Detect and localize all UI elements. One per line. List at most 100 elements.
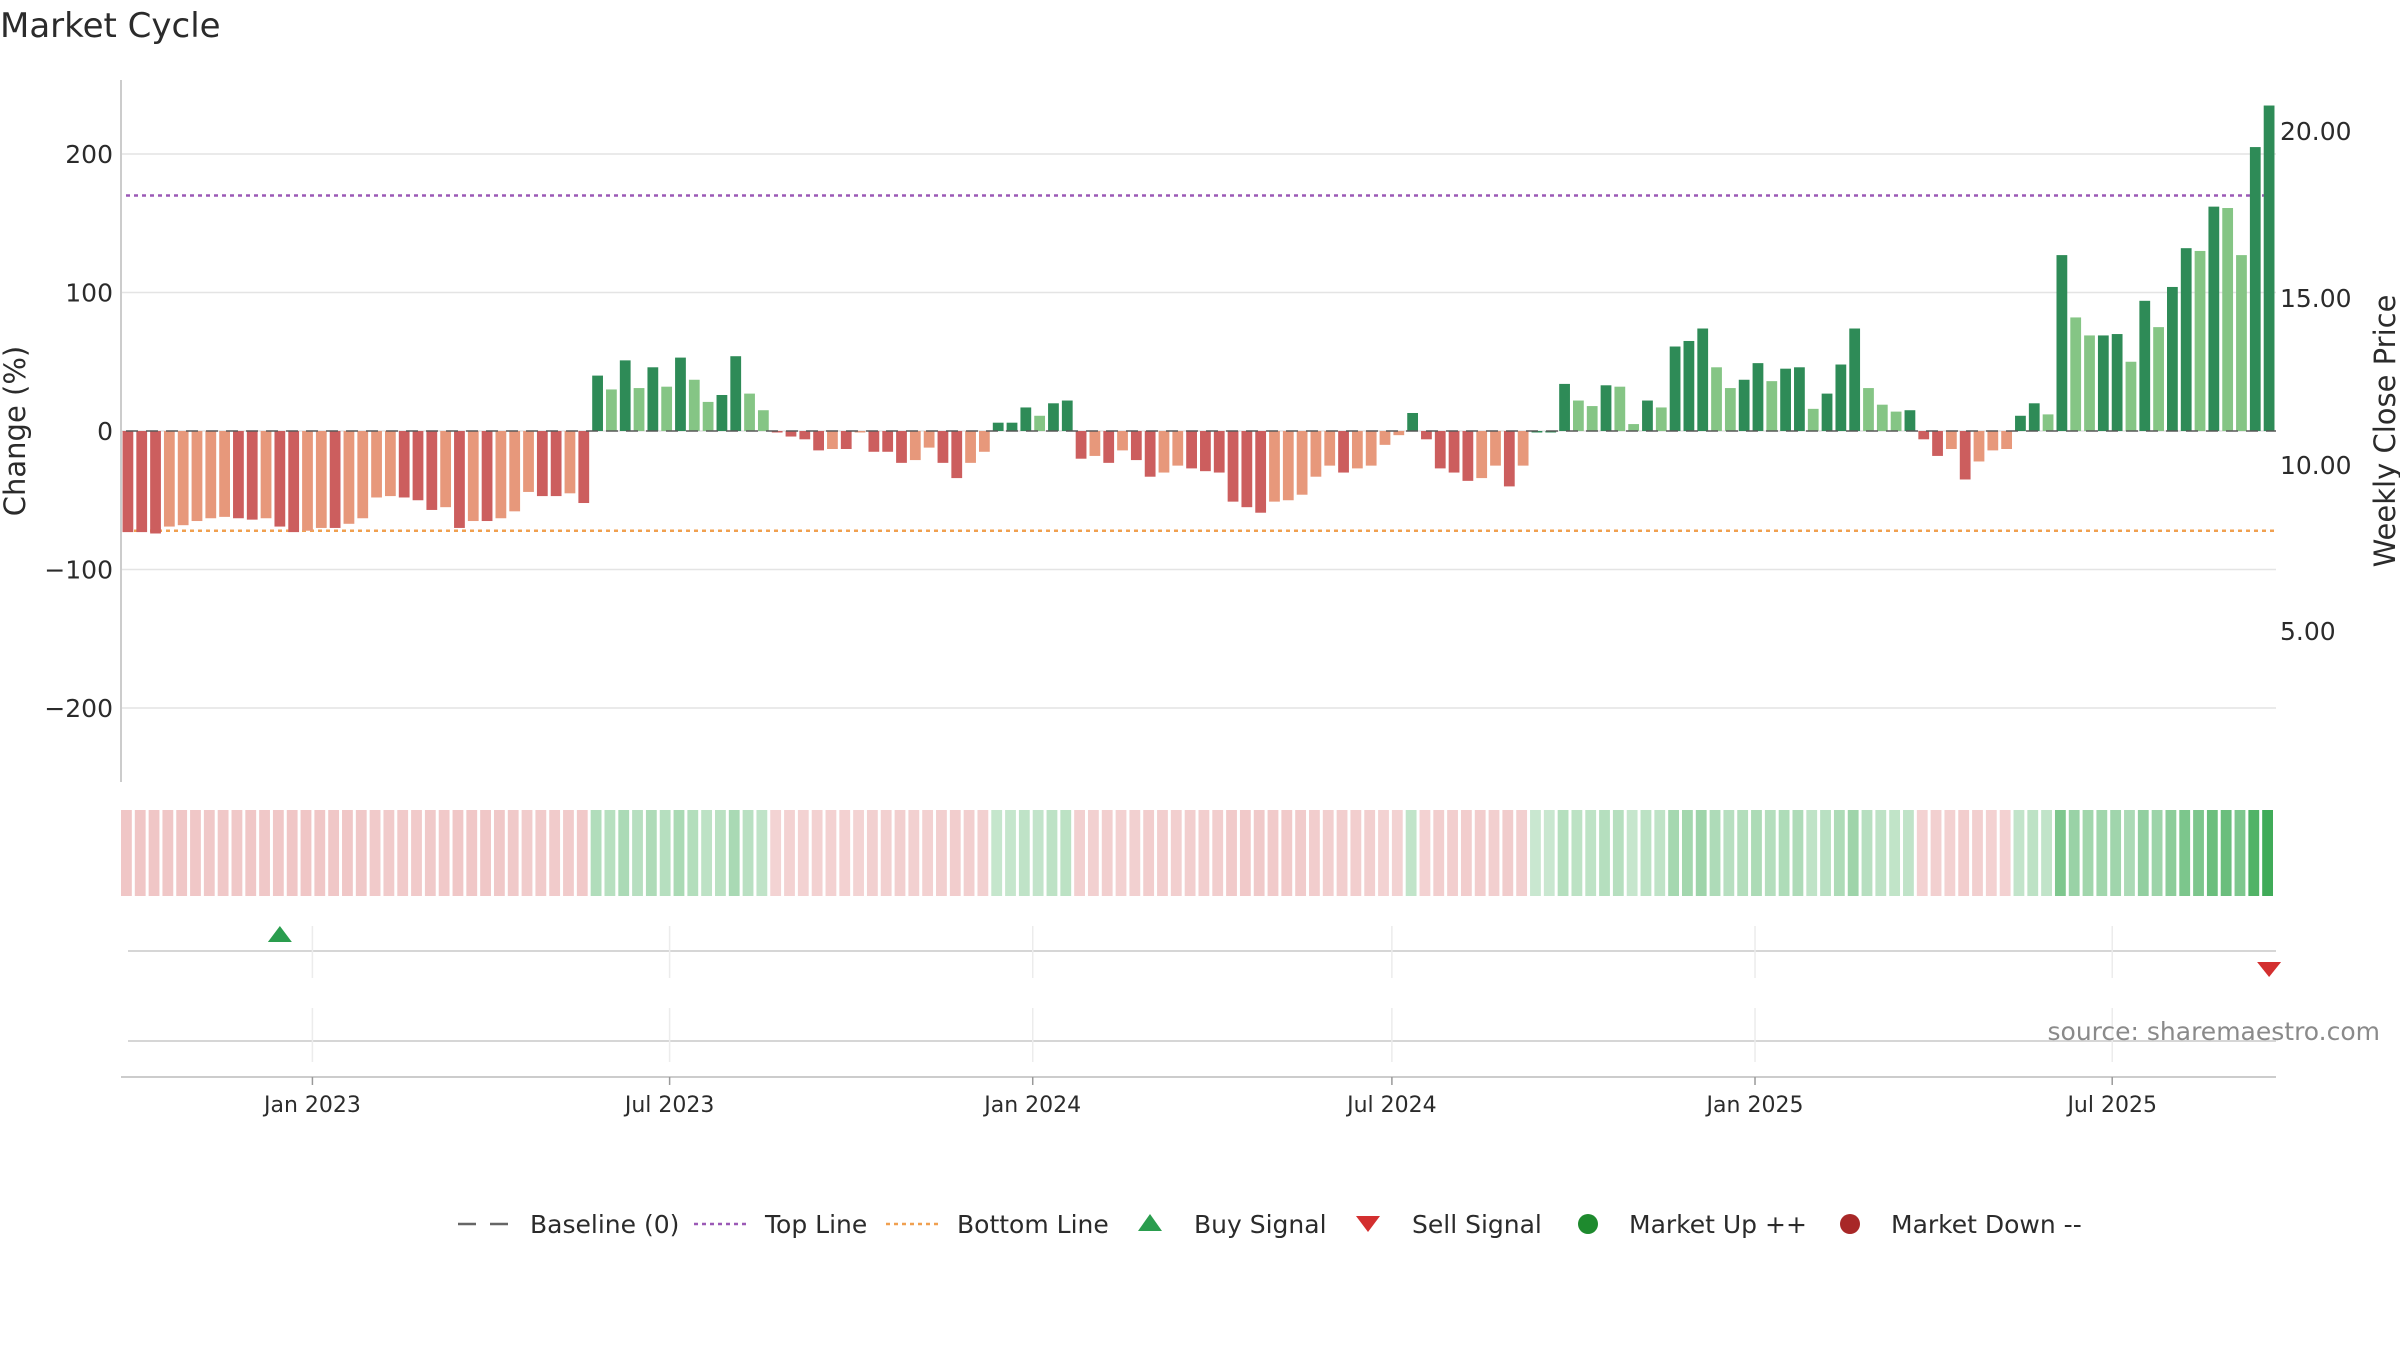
heat-cell [1930, 810, 1942, 896]
heat-cell [272, 810, 284, 896]
change-bar [1034, 415, 1046, 431]
change-bar [1282, 431, 1294, 501]
heat-cell [1543, 810, 1555, 896]
heat-cell [1612, 810, 1624, 896]
heat-cell [770, 810, 782, 896]
change-bar [1117, 431, 1128, 451]
change-bar [1421, 431, 1432, 440]
y-tick-label: 100 [65, 279, 113, 308]
heat-cell [2220, 810, 2232, 896]
source-credit: source: sharemaestro.com [2048, 1017, 2381, 1046]
heat-cell [825, 810, 837, 896]
heat-cell [977, 810, 989, 896]
change-bar [1365, 431, 1377, 466]
change-bar [2042, 414, 2054, 431]
change-bar [1020, 407, 1032, 431]
heat-cell [1032, 810, 1044, 896]
y-tick-label: −100 [44, 556, 113, 585]
change-bar [840, 431, 852, 450]
heat-cell [576, 810, 588, 896]
heat-cell [1875, 810, 1887, 896]
change-bar [965, 431, 976, 463]
change-bar [1614, 386, 1626, 431]
change-bar [1006, 422, 1018, 431]
change-bar [384, 431, 396, 497]
heat-cell [2165, 810, 2177, 896]
heat-cell [2027, 810, 2039, 896]
heat-cell [590, 810, 602, 896]
legend-marker [1578, 1214, 1598, 1234]
heat-cell [963, 810, 975, 896]
change-bar [757, 410, 769, 431]
change-bar [315, 431, 327, 528]
heat-cell [2262, 810, 2273, 896]
heat-cell [355, 810, 367, 896]
heat-cell [1985, 810, 1997, 896]
heat-cell [217, 810, 229, 896]
change-bar [2056, 255, 2068, 431]
x-tick-label: Jan 2024 [982, 1093, 1081, 1118]
heat-cell [673, 810, 685, 896]
change-bar [1075, 431, 1087, 459]
change-bar [343, 431, 355, 524]
change-bar [744, 393, 755, 431]
heat-cell [1972, 810, 1983, 896]
heat-cell [121, 810, 132, 896]
change-bar [2194, 250, 2206, 431]
change-bar [882, 431, 894, 452]
change-bar [1324, 431, 1336, 466]
heat-cell [1640, 810, 1652, 896]
change-bar [1573, 400, 1584, 431]
change-bar [1766, 381, 1778, 431]
change-bar [1600, 385, 1612, 431]
change-bar [523, 431, 534, 492]
heat-cell [1585, 810, 1597, 896]
heat-cell [2110, 810, 2122, 896]
change-bar [1144, 431, 1156, 477]
legend-label: Baseline (0) [530, 1210, 679, 1239]
heat-cell [1557, 810, 1569, 896]
heat-cell [604, 810, 616, 896]
change-bar [1172, 431, 1184, 466]
heat-cell [1833, 810, 1845, 896]
heat-cell [2193, 810, 2204, 896]
change-bar [1503, 431, 1515, 487]
change-bar [2167, 286, 2178, 431]
heat-cell [397, 810, 409, 896]
change-bar [813, 431, 824, 451]
change-bar [1186, 431, 1197, 469]
heat-cell [1447, 810, 1458, 896]
change-bar [868, 431, 880, 452]
x-tick-label: Jul 2023 [623, 1093, 715, 1118]
change-bar [150, 431, 161, 534]
change-bar [2001, 431, 2013, 450]
heat-cell [369, 810, 381, 896]
heat-cell [190, 810, 201, 896]
change-bar [1490, 431, 1501, 466]
change-bar [136, 431, 148, 533]
change-bar [951, 431, 963, 479]
change-bar [371, 431, 382, 498]
heat-cell [2041, 810, 2052, 896]
change-bar [1959, 431, 1971, 480]
heat-cell [1889, 810, 1901, 896]
heat-cell [1474, 810, 1486, 896]
heat-cell [756, 810, 768, 896]
change-bar [978, 431, 990, 452]
heat-cell [1005, 810, 1016, 896]
change-bar [219, 431, 230, 517]
change-bar [1448, 431, 1460, 473]
heat-cell [797, 810, 809, 896]
heat-cell [908, 810, 920, 896]
heat-cell [1267, 810, 1279, 896]
change-bar [2208, 206, 2220, 431]
change-bar [937, 431, 949, 463]
change-bar [827, 431, 838, 450]
heat-cell [991, 810, 1003, 896]
change-bar [1517, 431, 1529, 466]
heat-cell [148, 810, 160, 896]
change-bar [1683, 340, 1695, 431]
change-bar [177, 431, 189, 526]
legend-label: Sell Signal [1412, 1210, 1542, 1239]
change-bar [2097, 335, 2109, 431]
